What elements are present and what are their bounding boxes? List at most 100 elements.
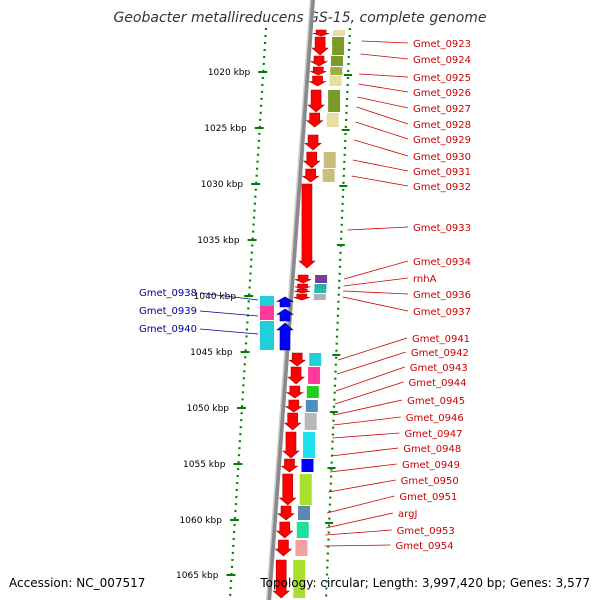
forward-gene-arrow <box>284 399 303 413</box>
forward-label-leader <box>325 529 392 536</box>
forward-label-leader <box>342 296 409 312</box>
gene-feature-block <box>330 67 343 75</box>
forward-gene-arrow <box>308 75 327 87</box>
forward-label-leader <box>354 139 409 157</box>
forward-label-leader <box>343 260 409 280</box>
gene-feature-block <box>323 152 336 168</box>
forward-gene-label: Gmet_0936 <box>413 290 471 301</box>
gene-feature-block <box>306 386 319 398</box>
forward-label-leader <box>331 447 399 457</box>
gene-feature-block <box>298 506 311 520</box>
forward-gene-label: Gmet_0954 <box>395 541 453 552</box>
gene-feature-block <box>314 289 327 293</box>
forward-label-leader <box>360 53 409 60</box>
gene-feature-block <box>299 474 312 505</box>
gene-feature-block <box>322 169 335 182</box>
forward-gene-arrow <box>301 168 320 183</box>
forward-gene-arrow <box>294 274 312 284</box>
forward-label-leader <box>338 337 408 361</box>
ruler-tick-label: 1020 kbp <box>208 68 251 78</box>
forward-gene-arrow <box>298 183 316 269</box>
reverse-label-leader <box>199 310 259 317</box>
gene-feature-block <box>260 306 274 320</box>
forward-label-leader <box>337 351 407 375</box>
forward-gene-label: Gmet_0945 <box>407 396 465 407</box>
forward-label-leader <box>359 73 409 78</box>
forward-gene-arrow <box>304 134 322 151</box>
forward-gene-label: Gmet_0924 <box>413 55 471 66</box>
forward-gene-label: Gmet_0925 <box>413 73 471 84</box>
forward-gene-arrow <box>272 559 290 599</box>
forward-gene-label: Gmet_0934 <box>413 257 471 268</box>
forward-gene-arrow <box>288 352 307 367</box>
gene-feature-block <box>313 294 326 300</box>
forward-label-leader <box>343 290 409 295</box>
ruler-tick-label: 1065 kbp <box>176 571 219 581</box>
forward-label-leader <box>347 226 409 231</box>
reverse-gene-arrow <box>276 308 294 322</box>
forward-label-leader <box>358 83 409 93</box>
gene-feature-block <box>301 459 314 472</box>
forward-gene-label: Gmet_0950 <box>401 476 459 487</box>
accession-text: Accession: NC_007517 <box>9 576 146 590</box>
gene-feature-block <box>309 353 322 366</box>
forward-gene-arrow <box>277 505 295 521</box>
ruler-tick-label: 1040 kbp <box>194 292 237 302</box>
gene-feature-block <box>296 522 309 538</box>
forward-gene-arrow <box>305 112 324 128</box>
forward-gene-label: Gmet_0927 <box>413 104 471 115</box>
forward-gene-arrow <box>293 293 310 301</box>
forward-label-leader <box>343 277 409 287</box>
map-title: Geobacter metallireducens GS-15, complet… <box>113 10 487 26</box>
forward-label-leader <box>332 432 400 439</box>
forward-label-leader <box>324 544 391 547</box>
reverse-gene-arrow <box>276 322 294 351</box>
forward-label-leader <box>356 106 409 125</box>
gene-feature-block <box>308 367 321 384</box>
forward-label-leader <box>326 495 395 514</box>
gene-feature-block <box>314 284 327 289</box>
forward-gene-arrow <box>285 385 304 399</box>
forward-gene-label: Gmet_0953 <box>397 526 455 537</box>
reverse-label-leader <box>199 328 259 335</box>
ruler-tick-label: 1055 kbp <box>183 460 226 470</box>
forward-gene-label: Gmet_0933 <box>413 223 471 234</box>
forward-gene-label: Gmet_0930 <box>413 152 471 163</box>
forward-label-leader <box>351 175 409 187</box>
forward-gene-arrow <box>302 151 321 169</box>
gene-feature-block <box>331 56 344 66</box>
forward-label-leader <box>334 381 404 405</box>
forward-gene-label: Gmet_0944 <box>409 378 467 389</box>
forward-gene-label: Gmet_0942 <box>411 348 469 359</box>
forward-gene-label: Gmet_0951 <box>399 492 457 503</box>
forward-label-leader <box>325 512 394 529</box>
forward-gene-arrow <box>280 458 299 473</box>
forward-gene-arrow <box>294 283 311 290</box>
reverse-gene-label: Gmet_0940 <box>139 324 197 335</box>
ruler-tick-label: 1060 kbp <box>180 516 223 526</box>
ruler-tick-label: 1025 kbp <box>204 124 247 134</box>
ruler-tick-label: 1050 kbp <box>187 404 230 414</box>
gene-feature-block <box>328 90 341 112</box>
reverse-gene-label: Gmet_0939 <box>139 306 197 317</box>
forward-label-leader <box>329 463 398 473</box>
forward-gene-label: Gmet_0937 <box>413 307 471 318</box>
forward-gene-label: Gmet_0923 <box>413 39 471 50</box>
forward-label-leader <box>328 479 396 493</box>
gene-feature-block <box>332 37 345 55</box>
forward-gene-arrow <box>309 55 329 67</box>
ruler-tick-label: 1030 kbp <box>201 180 244 190</box>
gene-feature-block <box>329 76 342 86</box>
gene-feature-block <box>326 113 339 127</box>
forward-gene-arrow <box>311 36 329 56</box>
forward-gene-arrow <box>275 521 294 539</box>
forward-gene-arrow <box>274 539 293 557</box>
forward-gene-arrow <box>312 29 330 37</box>
forward-gene-arrow <box>310 66 327 76</box>
gene-feature-block <box>260 321 274 350</box>
forward-gene-arrow <box>294 288 311 294</box>
forward-label-leader <box>361 40 409 44</box>
forward-label-leader <box>334 399 403 416</box>
